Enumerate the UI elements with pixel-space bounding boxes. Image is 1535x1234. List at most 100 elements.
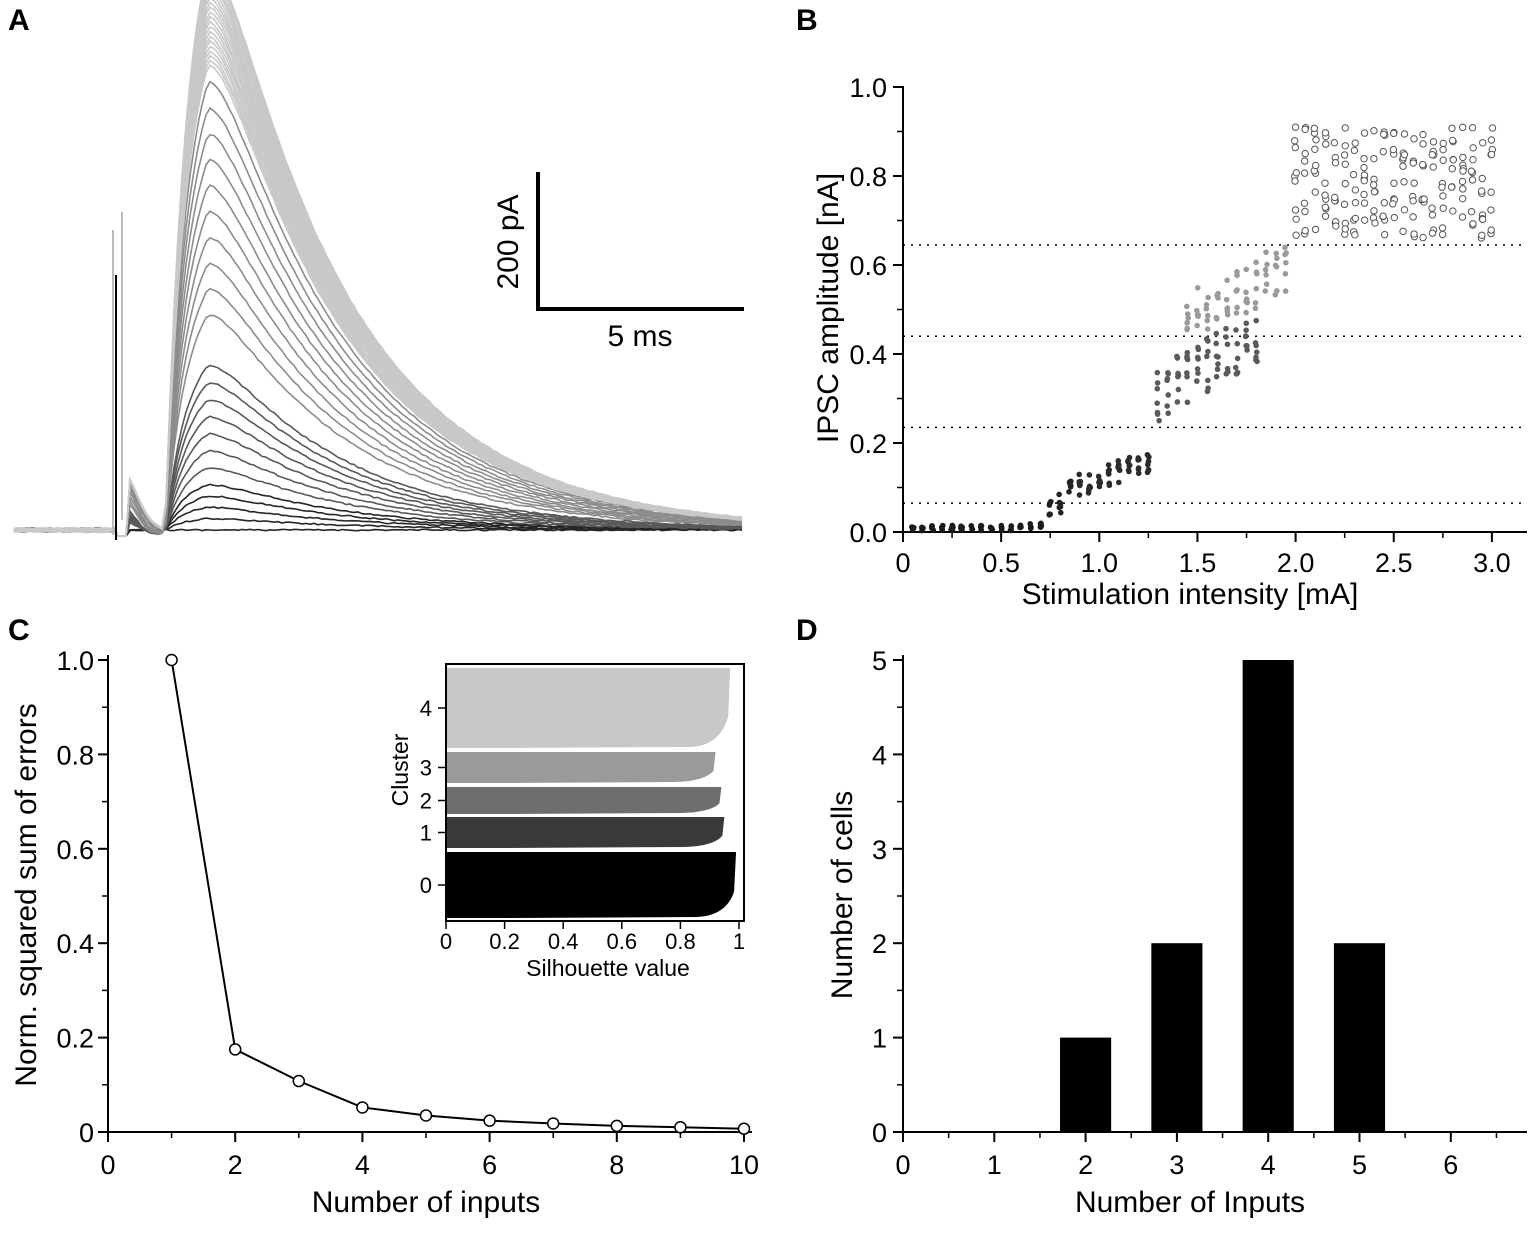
scatter-point	[1291, 137, 1299, 145]
panel-d: D 0 1 2 3 4 5 6 0 1 2 3 4 5 Number of Inputs Number …	[796, 614, 1527, 1219]
scatter-point	[1468, 123, 1477, 132]
scatter-point	[1105, 471, 1112, 477]
scatter-point	[1410, 135, 1418, 143]
inset-y-axis-label: Cluster	[387, 733, 413, 806]
inset-x-axis-label: Silhouette value	[526, 955, 690, 981]
scatter-point	[1360, 129, 1369, 137]
scatter-point	[1409, 213, 1417, 221]
current-trace	[13, 11, 743, 537]
scatter-point	[1263, 249, 1269, 256]
current-trace	[13, 0, 743, 537]
scatter-point	[1429, 163, 1437, 171]
scatter-point	[1056, 491, 1062, 498]
trace-group	[13, 0, 743, 540]
scatter-point	[1046, 512, 1053, 518]
scatter-point	[1194, 378, 1200, 384]
silhouette-band	[447, 787, 722, 814]
scatter-point	[1438, 183, 1446, 191]
scatter-point	[1253, 317, 1260, 324]
scatter-point	[1409, 197, 1417, 205]
scatter-point	[949, 524, 955, 531]
inset-x-tick-label: 0	[440, 929, 452, 954]
scatter-point	[1301, 227, 1309, 235]
scatter-point	[1439, 156, 1447, 164]
scatter-point	[1321, 212, 1330, 220]
scatter-point	[1410, 179, 1418, 187]
data-point	[165, 653, 178, 667]
scatter-point	[1310, 124, 1319, 133]
y-tick-label: 3	[872, 835, 887, 865]
scatter-point	[1126, 462, 1133, 469]
scatter-point	[1488, 124, 1497, 132]
scatter-point	[1420, 195, 1428, 203]
scatter-point	[1233, 327, 1239, 333]
scatter-point	[1410, 230, 1418, 238]
x-tick-label: 1.0	[1081, 548, 1119, 578]
scatter-point	[1125, 457, 1131, 464]
silhouette-band	[447, 852, 737, 918]
y-tick-label: 1.0	[849, 73, 887, 103]
current-trace	[13, 30, 743, 537]
scatter-point	[1213, 340, 1219, 347]
trace-group-cluster2	[13, 364, 743, 537]
y-tick-label: 1	[872, 1024, 887, 1054]
scatter-axes: 0 0.5 1.0 1.5 2.0 2.5 3.0 0.0 0.2 0.4 0.6 0.8 1.0	[849, 73, 1527, 578]
scatter-point	[1135, 465, 1142, 471]
scatter-point	[1194, 307, 1200, 314]
x-tick-label: 1	[987, 1150, 1002, 1180]
scatter-point	[1184, 319, 1190, 326]
y-tick-label: 0.0	[849, 518, 887, 548]
scatter-point	[1154, 385, 1161, 392]
scatter-point	[1360, 154, 1368, 163]
y-tick-label: 0.2	[849, 429, 887, 459]
scatter-point	[1439, 139, 1447, 148]
scatter-point	[1195, 344, 1201, 351]
scatter-point	[1096, 479, 1102, 486]
scatter-point	[1095, 473, 1102, 480]
scatter-point	[1252, 305, 1259, 312]
x-tick-label: 2.0	[1277, 548, 1315, 578]
scatter-point	[1321, 191, 1329, 199]
scatter-point	[1428, 204, 1436, 212]
current-trace	[13, 236, 742, 537]
y-tick-label: 4	[872, 740, 887, 770]
scatter-point	[1234, 269, 1240, 275]
scatter-point	[1459, 185, 1467, 193]
scatter-point	[1243, 327, 1249, 334]
current-trace	[13, 0, 743, 537]
scatter-point	[1232, 364, 1239, 371]
x-tick-label: 5	[1352, 1150, 1367, 1180]
scatter-point	[1243, 266, 1250, 273]
scatter-point	[1341, 142, 1349, 150]
x-tick-label: 10	[729, 1150, 759, 1180]
data-point	[292, 1074, 306, 1088]
scatter-point	[1449, 156, 1457, 164]
scatter-point	[1449, 207, 1457, 215]
scatter-point	[1205, 385, 1211, 392]
x-tick-label: 6	[1443, 1150, 1458, 1180]
scatter-point	[1183, 303, 1190, 310]
current-trace	[13, 432, 743, 537]
current-trace	[13, 287, 743, 537]
scatter-point	[1175, 386, 1182, 393]
scatter-point	[1262, 266, 1269, 273]
scatter-point	[1467, 167, 1476, 175]
scatter-point	[1195, 356, 1201, 362]
scatter-point	[1046, 502, 1053, 508]
inset-x-tick-label: 0.4	[548, 929, 579, 954]
current-trace	[13, 50, 743, 537]
scatter-point	[1478, 174, 1486, 183]
scatter-point	[1252, 340, 1259, 346]
scatter-point	[978, 522, 984, 529]
scatter-point	[1300, 169, 1309, 177]
scatter-point	[1105, 462, 1112, 468]
y-tick-label: 5	[872, 646, 887, 676]
scatter-point	[1106, 482, 1113, 489]
scatter-point	[1263, 281, 1270, 287]
scatter-point	[1205, 294, 1211, 301]
scale-bar: 200 pA 5 ms	[492, 172, 744, 353]
scatter-point	[1038, 522, 1045, 529]
scatter-point	[1135, 470, 1142, 477]
scatter-point	[1341, 160, 1349, 168]
scatter-point	[1300, 199, 1309, 208]
